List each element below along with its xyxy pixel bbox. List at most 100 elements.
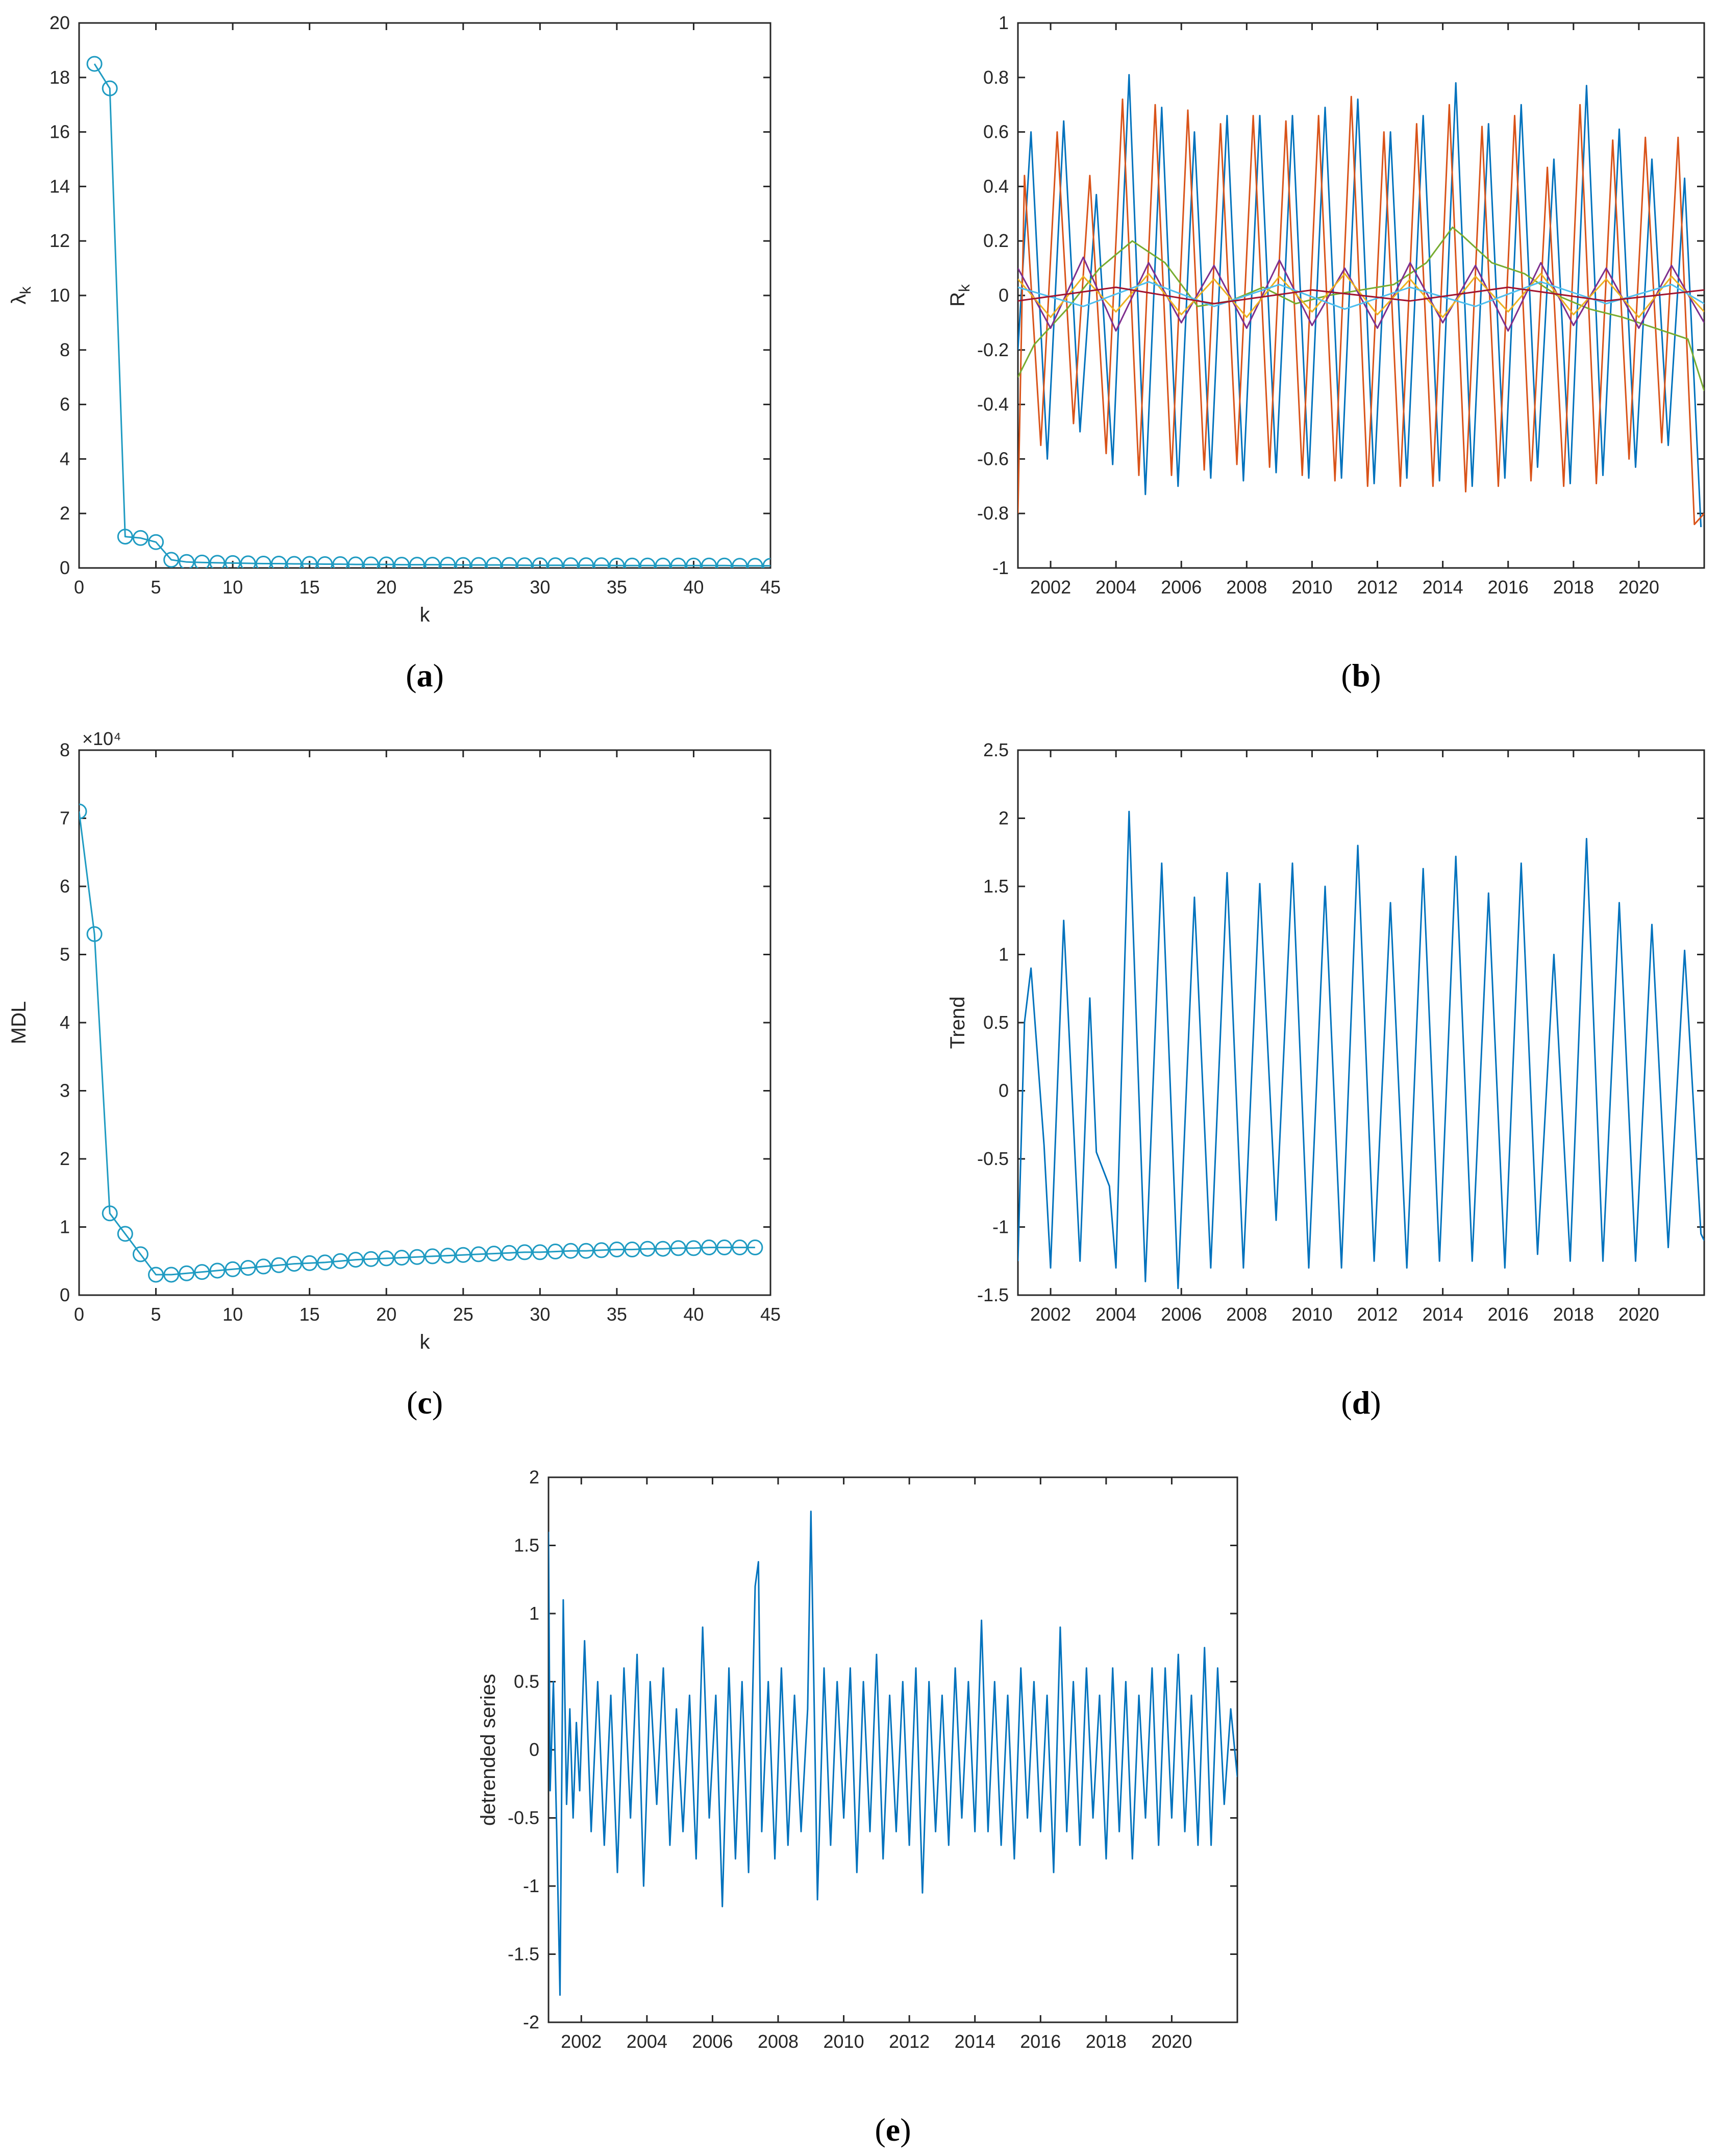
data-point <box>624 1242 640 1258</box>
data-point <box>747 558 763 568</box>
y-tick-label: -0.4 <box>977 394 1009 415</box>
panel-b: 2002 2004 2006 2008 2010 2012 2014 2016 2018 2020… <box>946 12 1705 693</box>
data-point <box>578 557 594 568</box>
x-tick-label: 2010 <box>1291 577 1332 598</box>
x-tick-label: 40 <box>683 1304 704 1325</box>
panel-label-paren-close: ) <box>1370 657 1381 693</box>
data-point <box>701 557 717 568</box>
y-tick-label: 7 <box>60 808 70 829</box>
x-tick-label: 45 <box>760 1304 781 1325</box>
data-point <box>532 557 548 568</box>
data-point <box>440 1248 456 1264</box>
data-point <box>455 557 471 568</box>
data-point <box>79 803 87 820</box>
y-axis-label: Trend <box>946 996 969 1049</box>
x-tick-label: 25 <box>453 577 474 598</box>
x-tick-label: 2018 <box>1553 577 1594 598</box>
y-tick-label: 1.5 <box>514 1535 539 1556</box>
data-point <box>148 534 164 550</box>
x-tick-label: 2006 <box>1161 577 1202 598</box>
data-point <box>470 557 487 568</box>
data-point <box>240 1260 256 1276</box>
data-point <box>455 1247 471 1263</box>
data-point <box>86 56 103 72</box>
x-tick-label: 2020 <box>1151 2031 1192 2052</box>
y-tick-label: 0.5 <box>514 1671 539 1692</box>
y-axis-label-main: λ <box>8 294 30 305</box>
x-tick-label: 2008 <box>758 2031 799 2052</box>
data-point <box>132 1246 148 1262</box>
y-axis-label-sub: k <box>956 284 973 292</box>
x-tick-label: 2010 <box>1291 1304 1332 1325</box>
y-tick-label: 8 <box>60 339 70 360</box>
x-tick-label: 10 <box>222 577 243 598</box>
panel-label-paren-open: ( <box>1341 657 1352 693</box>
panel-label-letter: b <box>1352 657 1371 693</box>
x-tick-label: 10 <box>222 1304 243 1325</box>
y-tick-label: -1.5 <box>508 1944 539 1965</box>
data-point <box>685 557 702 568</box>
x-tick-label: 25 <box>453 1304 474 1325</box>
y-tick-label: 1 <box>529 1603 539 1624</box>
y-axis-label-sub: k <box>17 286 34 294</box>
y-tick-label: 8 <box>60 739 70 760</box>
data-point <box>378 1250 394 1267</box>
data-point <box>102 80 118 96</box>
x-tick-label: 2014 <box>1423 577 1463 598</box>
plot-area <box>86 56 770 568</box>
x-axis-label: k <box>420 1331 431 1353</box>
data-point <box>685 1240 702 1256</box>
data-point <box>393 557 410 568</box>
data-point <box>270 555 287 568</box>
panel-label-paren-close: ) <box>1370 1384 1381 1421</box>
y-tick-label: 0.6 <box>983 121 1009 142</box>
y-tick-label: 4 <box>60 1012 70 1033</box>
series-line-R7 <box>1018 286 1704 305</box>
data-point <box>486 1246 502 1262</box>
x-axis-label: k <box>420 604 431 626</box>
y-axis-label: detrended series <box>477 1674 500 1826</box>
panel-label-letter: c <box>417 1384 432 1421</box>
x-tick-label: 2002 <box>561 2031 602 2052</box>
series-line-MDL <box>79 811 755 1276</box>
data-point <box>409 557 425 568</box>
x-tick-label: 2012 <box>889 2031 930 2052</box>
data-point <box>578 1243 594 1259</box>
y-tick-label: 18 <box>49 67 70 88</box>
data-point <box>270 1257 287 1273</box>
x-tick-label: 15 <box>300 1304 320 1325</box>
data-point <box>332 1253 348 1269</box>
data-point <box>532 1244 548 1260</box>
y-tick-label: 1 <box>999 12 1009 33</box>
data-point <box>440 557 456 568</box>
x-tick-label: 45 <box>760 577 781 598</box>
y-tick-label: 1 <box>999 944 1009 965</box>
data-point <box>148 1267 164 1283</box>
panel-label-paren-close: ) <box>433 657 444 693</box>
x-tick-label: 35 <box>607 1304 627 1325</box>
x-tick-label: 2006 <box>1161 1304 1202 1325</box>
x-tick-label: 5 <box>151 1304 161 1325</box>
y-tick-label: 20 <box>49 12 70 33</box>
panel-label-paren-open: ( <box>875 2112 885 2148</box>
data-point <box>286 556 303 568</box>
y-tick-label: 6 <box>60 876 70 897</box>
data-point <box>179 1265 195 1281</box>
data-point <box>163 552 180 568</box>
panel-label-a: (a) <box>406 657 444 693</box>
x-tick-label: 0 <box>74 577 84 598</box>
y-tick-label: 0 <box>60 557 70 578</box>
x-tick-label: 2018 <box>1086 2031 1127 2052</box>
x-tick-label: 2012 <box>1357 577 1398 598</box>
data-point <box>86 926 103 942</box>
data-point <box>762 558 770 568</box>
y-tick-label: 14 <box>49 176 70 196</box>
data-point <box>332 556 348 568</box>
plot-area <box>79 803 763 1283</box>
data-point <box>701 1240 717 1256</box>
x-tick-label: 20 <box>376 577 396 598</box>
data-point <box>655 1241 671 1257</box>
data-point <box>470 1246 487 1262</box>
